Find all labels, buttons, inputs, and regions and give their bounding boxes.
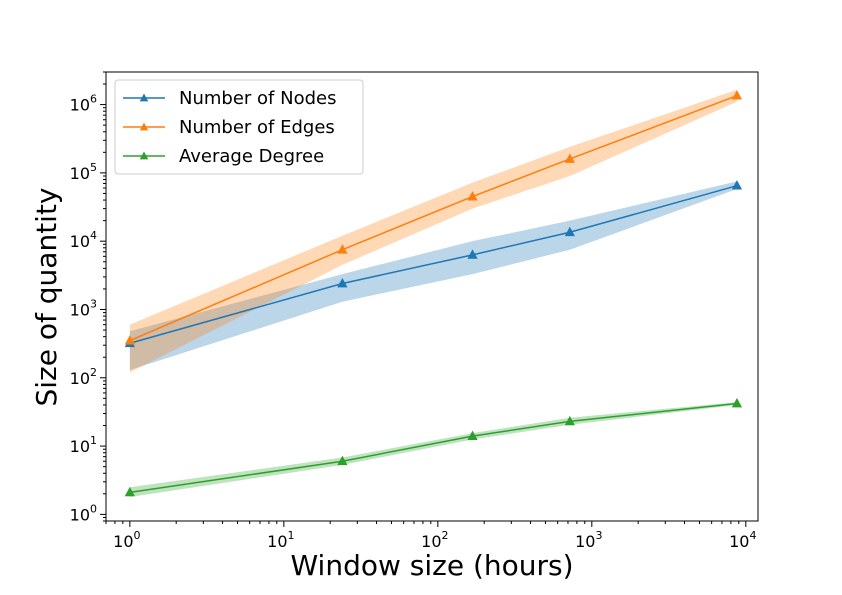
legend: Number of Nodes Number of Edges Average De…	[114, 79, 364, 175]
legend-marker	[139, 93, 149, 102]
data-point	[337, 244, 348, 254]
y-tick-label: 104	[70, 229, 97, 251]
data-point	[467, 249, 478, 259]
legend-box	[114, 79, 364, 175]
legend-label: Number of Edges	[179, 117, 335, 138]
y-tick-label: 106	[70, 93, 97, 115]
x-tick-label: 104	[729, 529, 756, 551]
data-point	[564, 415, 575, 426]
band-series-2	[129, 402, 737, 497]
data-point	[337, 455, 348, 466]
data-point	[467, 430, 478, 440]
data-point	[731, 180, 743, 190]
data-point	[124, 486, 135, 497]
data-point	[124, 335, 135, 345]
legend-marker	[139, 151, 149, 160]
legend-label: Number of Nodes	[179, 88, 336, 109]
x-tick-label: 100	[113, 529, 140, 551]
data-point	[337, 277, 348, 288]
y-axis-title: Size of quantity	[30, 188, 63, 407]
x-tick-label: 102	[421, 529, 448, 551]
y-tick-label: 102	[70, 366, 97, 388]
plot-frame	[105, 71, 759, 522]
y-tick-label: 101	[70, 434, 97, 456]
x-tick-label: 103	[575, 529, 602, 551]
band-series-1	[129, 89, 737, 373]
data-point	[564, 226, 575, 237]
data-point	[731, 397, 743, 408]
y-tick-label: 103	[70, 297, 97, 319]
legend-marker	[139, 122, 149, 131]
x-tick-label: 101	[267, 529, 294, 551]
y-tick-label: 100	[70, 502, 97, 524]
data-point	[467, 191, 478, 201]
data-point	[731, 90, 743, 100]
data-point	[564, 153, 575, 163]
legend-label: Average Degree	[179, 146, 324, 167]
x-axis-title: Window size (hours)	[290, 549, 573, 582]
y-tick-label: 105	[70, 161, 97, 183]
